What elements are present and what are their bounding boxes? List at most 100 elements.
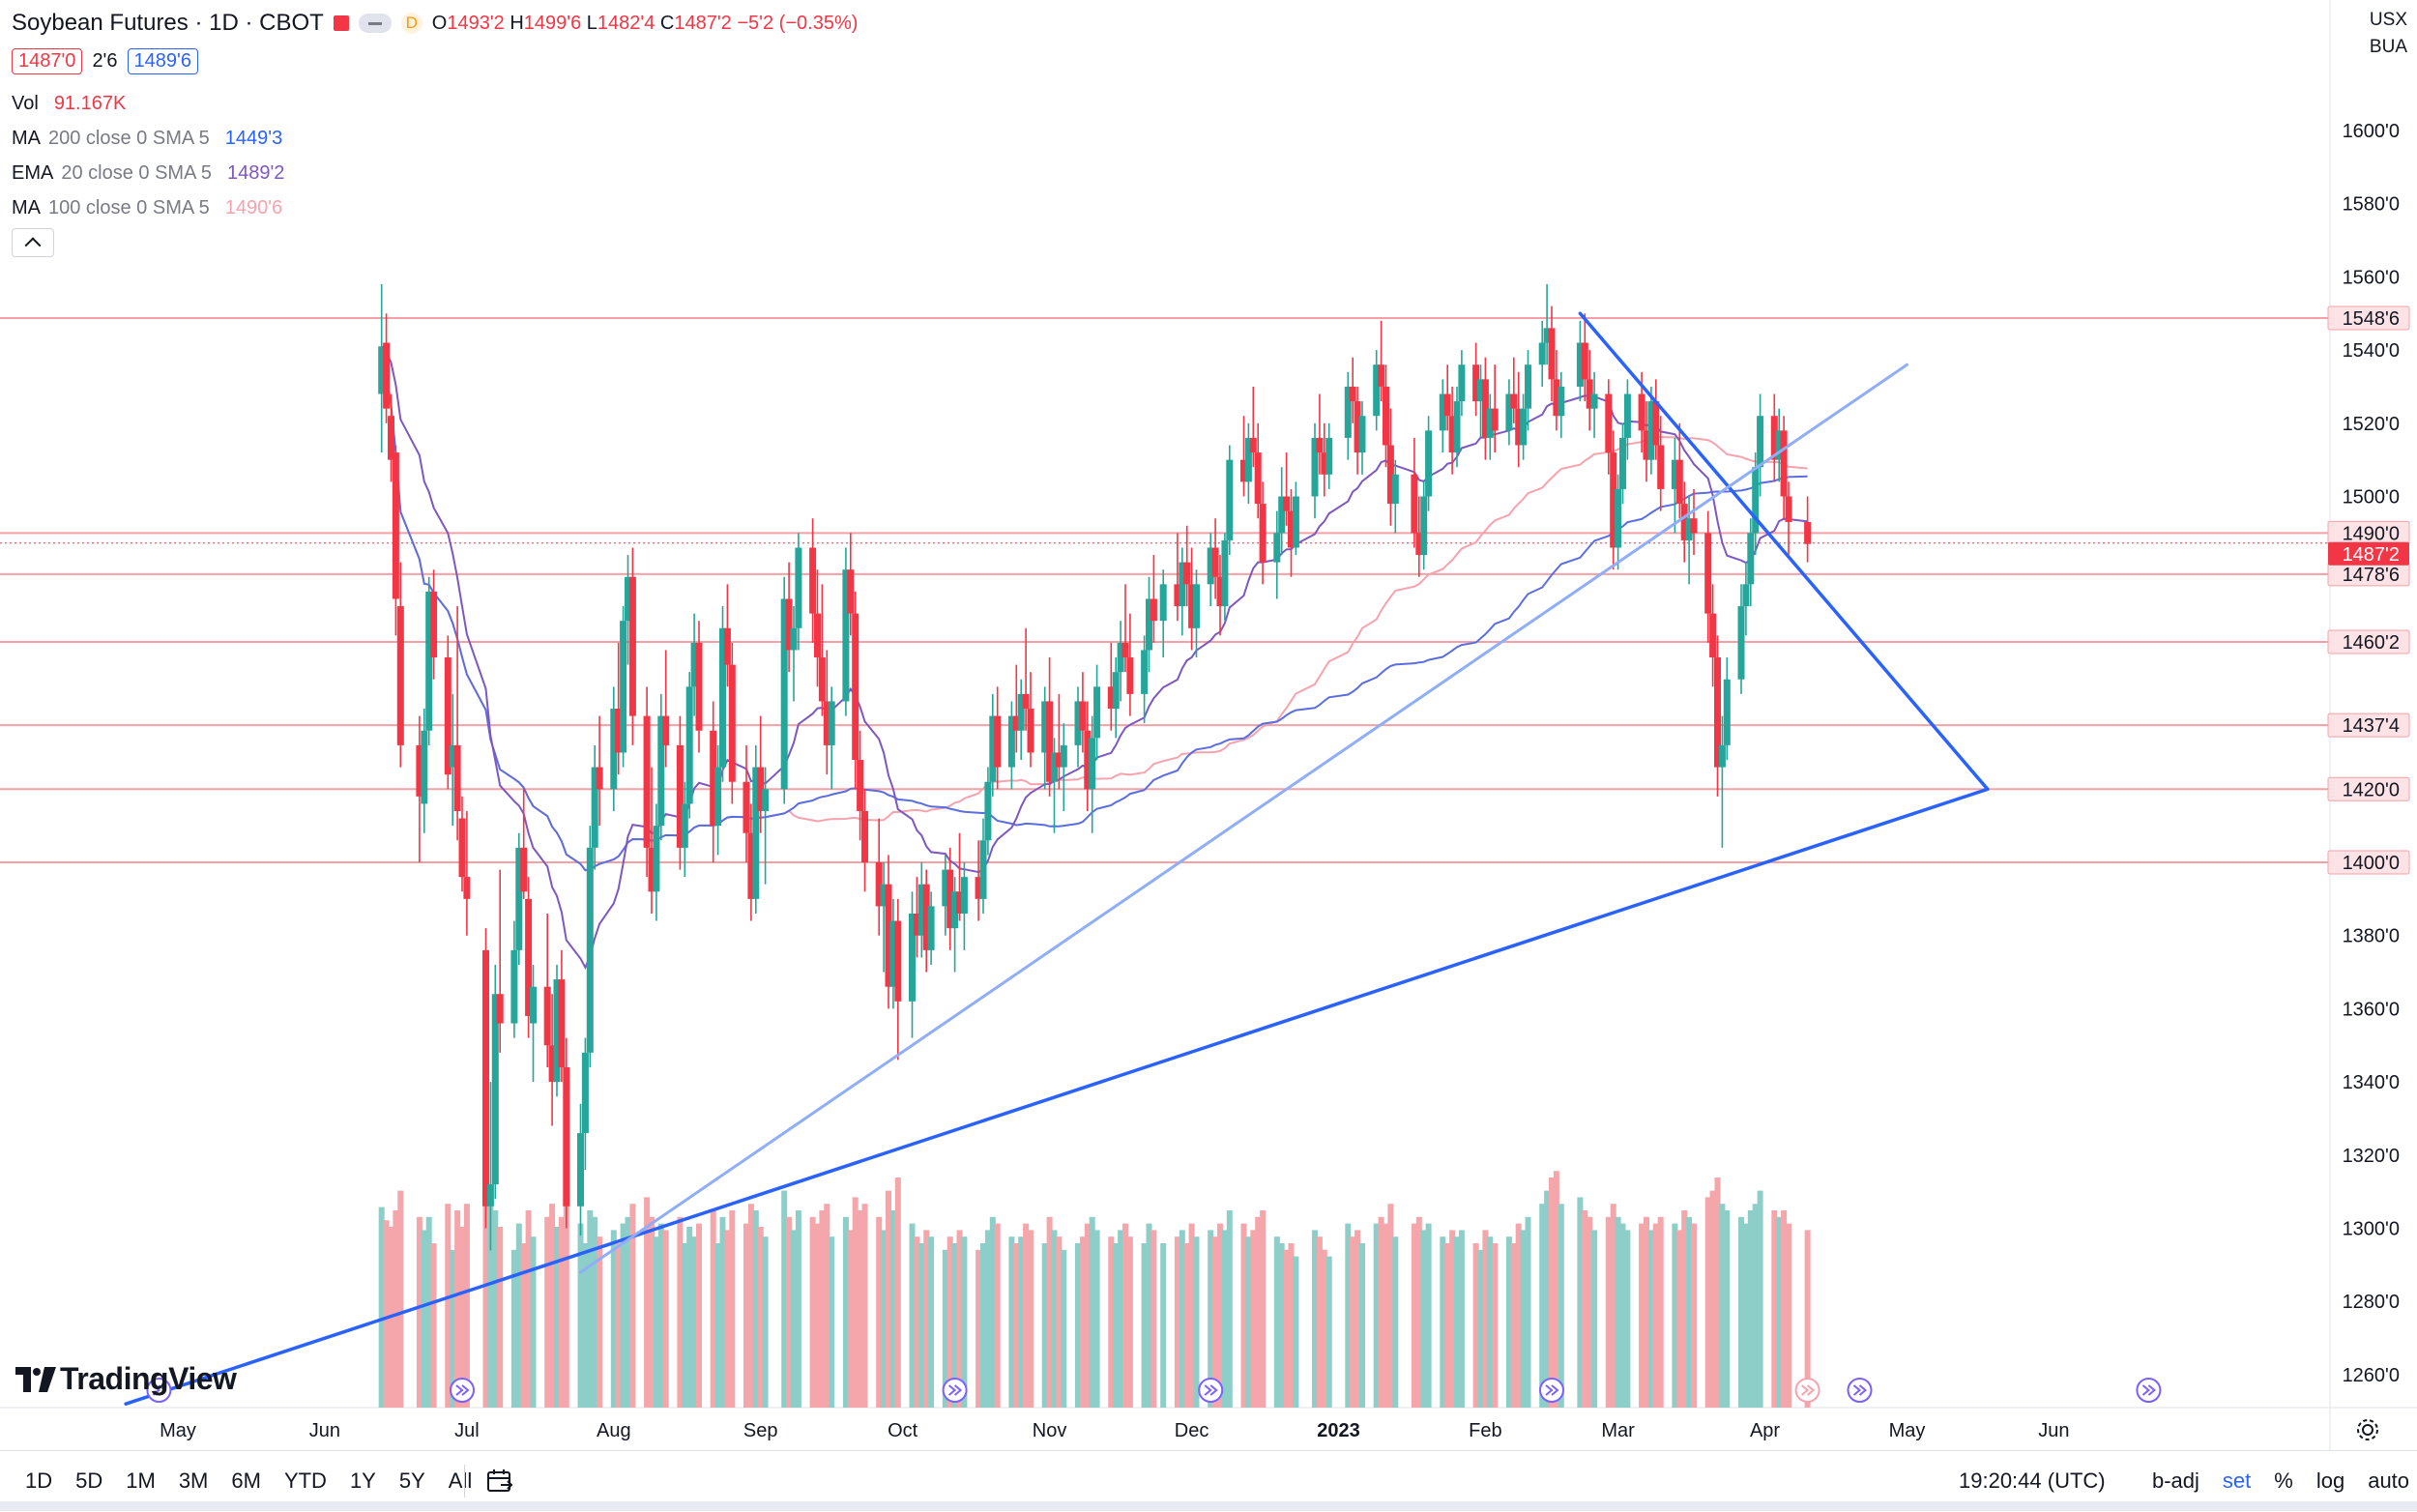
candle-body — [743, 781, 750, 833]
x-tick-label: Jun — [2038, 1420, 2069, 1441]
range-1d[interactable]: 1D — [25, 1468, 53, 1493]
volume-bar — [1681, 1210, 1688, 1408]
legend-ema20[interactable]: EMA 20 close 0 SMA 5 1489'2 — [12, 162, 284, 185]
indicator-value: 1449'3 — [224, 128, 283, 149]
option-set[interactable]: set — [2222, 1468, 2252, 1493]
delayed-badge[interactable]: D — [400, 13, 422, 34]
range-all[interactable]: All — [448, 1468, 473, 1493]
x-tick-label: Apr — [1750, 1420, 1780, 1441]
volume-bar — [1738, 1216, 1744, 1408]
volume-bar — [729, 1210, 736, 1408]
price-chart[interactable]: 1600'0 1580'0 1560'0 1540'0 1520'0 1500'0 1380… — [0, 0, 2417, 1450]
range-5d[interactable]: 5D — [75, 1468, 103, 1493]
candle-body — [1643, 430, 1650, 460]
exchange-unit[interactable]: BUA — [2369, 37, 2407, 57]
candle-body — [1240, 459, 1247, 482]
x-tick-label: Mar — [1601, 1420, 1635, 1441]
volume-bar — [445, 1204, 451, 1408]
option-b-adj[interactable]: b-adj — [2152, 1468, 2199, 1493]
range-1m[interactable]: 1M — [126, 1468, 156, 1493]
volume-bar — [951, 1243, 958, 1408]
volume-bar — [610, 1230, 617, 1408]
volume-bar — [752, 1210, 759, 1408]
buy-button[interactable]: 1489'6 — [127, 48, 198, 74]
option-log[interactable]: log — [2315, 1468, 2345, 1493]
range-ytd[interactable]: YTD — [283, 1468, 327, 1493]
legend-volume[interactable]: Vol 91.167K — [12, 93, 126, 115]
candle-body — [525, 898, 533, 1016]
level-label: 1548'6 — [2343, 308, 2400, 330]
candle-body — [1386, 445, 1394, 505]
volume-bar — [829, 1236, 835, 1408]
candle-body — [1742, 584, 1750, 607]
volume-bar — [861, 1204, 868, 1408]
legend-ma200[interactable]: MA 200 close 0 SMA 5 1449'3 — [12, 128, 282, 150]
candle-body — [1378, 364, 1385, 387]
volume-bar — [1150, 1230, 1157, 1408]
currency-unit[interactable]: USX — [2369, 10, 2407, 30]
gear-icon[interactable] — [2355, 1417, 2380, 1442]
range-5y[interactable]: 5Y — [398, 1468, 425, 1493]
candle-body — [1525, 364, 1531, 409]
candle-body — [710, 730, 717, 827]
volume-bar — [1672, 1223, 1678, 1408]
volume-bar — [956, 1230, 963, 1408]
symbol-title[interactable]: Soybean Futures · 1D · CBOT — [12, 10, 324, 36]
candle-body — [1619, 437, 1626, 489]
last-price-label: 1487'2 — [2343, 544, 2400, 566]
option-auto[interactable]: auto — [2368, 1468, 2410, 1493]
collapse-legend-button[interactable] — [12, 228, 54, 257]
trend-line — [124, 787, 1990, 1406]
option-percent[interactable]: % — [2274, 1468, 2293, 1493]
market-closed-icon — [333, 15, 349, 31]
y-tick-label: 1300'0 — [2343, 1219, 2400, 1240]
x-tick-label: Aug — [597, 1420, 631, 1441]
candle-body — [847, 569, 855, 614]
candle-body — [1344, 386, 1352, 438]
candle-body — [1084, 730, 1092, 790]
candle-body — [1112, 672, 1120, 710]
range-1y[interactable]: 1Y — [349, 1468, 376, 1493]
y-tick-label: 1320'0 — [2343, 1146, 2400, 1167]
candle-body — [1126, 657, 1134, 694]
calendar-goto-icon[interactable] — [485, 1467, 514, 1496]
event-marker-glyph — [1852, 1384, 1868, 1396]
hide-icon[interactable] — [358, 14, 392, 33]
candle-body — [909, 913, 916, 1002]
candle-body — [818, 657, 826, 702]
sell-button[interactable]: 1487'0 — [12, 48, 83, 74]
range-6m[interactable]: 6M — [231, 1468, 261, 1493]
volume-bar — [1415, 1216, 1422, 1408]
volume-bar — [1354, 1230, 1361, 1408]
volume-bar — [1245, 1236, 1252, 1408]
candle-body — [444, 657, 451, 775]
volume-bar — [1051, 1230, 1058, 1408]
volume-bar — [1492, 1243, 1499, 1408]
level-label: 1400'0 — [2343, 853, 2400, 874]
volume-bar — [809, 1216, 816, 1408]
tradingview-logo[interactable]: TradingView — [15, 1361, 237, 1397]
scale-options: b-adj set % log auto — [2152, 1468, 2409, 1494]
candle-body — [1046, 701, 1054, 782]
candle-body — [1737, 606, 1745, 680]
chart-header: Soybean Futures · 1D · CBOT D O1493'2 H1… — [12, 10, 858, 37]
volume-bar — [1591, 1230, 1598, 1408]
candle-body — [416, 744, 423, 797]
event-marker-glyph — [1204, 1384, 1218, 1396]
candle-body — [491, 994, 499, 1185]
x-tick-label: 2023 — [1317, 1420, 1360, 1441]
volume-bar — [544, 1216, 551, 1408]
trend-line — [579, 363, 1908, 1274]
utc-clock[interactable]: 19:20:44 (UTC) — [1959, 1468, 2106, 1493]
candle-body — [994, 715, 1002, 768]
candle-body — [752, 767, 760, 899]
candle-body — [842, 569, 850, 702]
indicator-params: 200 close 0 SMA 5 — [48, 128, 210, 149]
legend-ma100[interactable]: MA 100 close 0 SMA 5 1490'6 — [12, 197, 282, 219]
candle-body — [1439, 393, 1446, 431]
volume-bar — [786, 1216, 793, 1408]
candle-body — [1690, 518, 1698, 534]
candle-body — [1278, 496, 1286, 534]
range-3m[interactable]: 3M — [178, 1468, 209, 1493]
volume-bar — [1605, 1216, 1612, 1408]
